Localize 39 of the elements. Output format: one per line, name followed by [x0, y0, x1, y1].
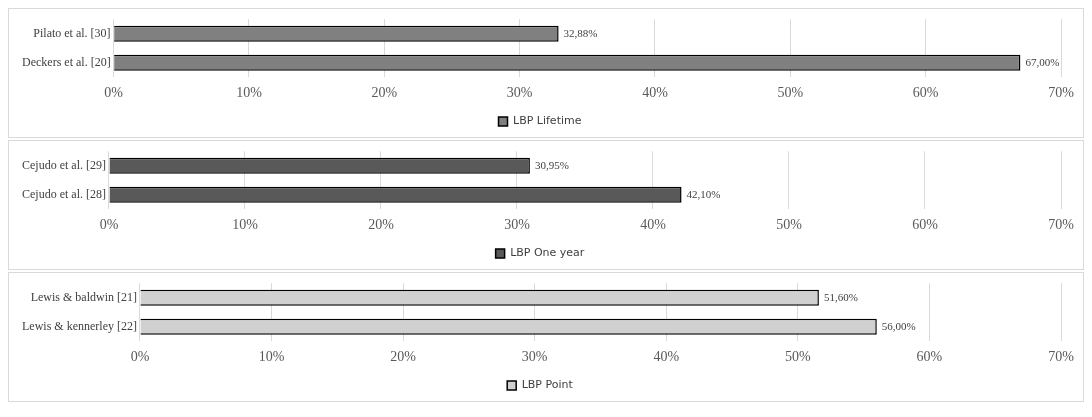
- legend-label: LBP Lifetime: [513, 114, 582, 128]
- data-label: 30,95%: [534, 158, 569, 171]
- x-tick-label: 40%: [640, 217, 667, 233]
- y-tick-label: Lewis & kennerley [22]: [21, 318, 137, 333]
- x-tick-label: 0%: [104, 85, 124, 101]
- x-tick-label: 70%: [1048, 85, 1075, 101]
- data-label: 56,00%: [881, 319, 916, 332]
- x-tick-label: 0%: [130, 349, 150, 365]
- x-tick-label: 0%: [99, 217, 119, 233]
- data-label: 51,60%: [823, 290, 858, 303]
- y-tick-label: Cejudo et al. [29]: [21, 157, 106, 172]
- legend-label: LBP Point: [521, 378, 574, 392]
- x-tick-label: 30%: [504, 217, 531, 233]
- y-tick-label: Deckers et al. [20]: [22, 54, 111, 69]
- x-tick-label: 50%: [777, 85, 804, 101]
- y-tick-label: Cejudo et al. [28]: [21, 186, 106, 201]
- data-label: 42,10%: [686, 187, 721, 200]
- x-tick-label: 40%: [653, 349, 680, 365]
- x-tick-label: 20%: [371, 85, 398, 101]
- data-label: 67,00%: [1025, 55, 1060, 68]
- x-tick-label: 20%: [390, 349, 417, 365]
- legend-label: LBP One year: [510, 246, 585, 260]
- x-tick-label: 40%: [642, 85, 669, 101]
- x-tick-label: 70%: [1048, 217, 1075, 233]
- y-tick-label: Pilato et al. [30]: [33, 25, 111, 40]
- x-tick-label: 60%: [912, 85, 939, 101]
- x-tick-label: 10%: [258, 349, 285, 365]
- x-tick-label: 10%: [232, 217, 259, 233]
- x-tick-label: 60%: [916, 349, 943, 365]
- x-tick-label: 50%: [785, 349, 812, 365]
- y-tick-label: Lewis & baldwin [21]: [30, 289, 137, 304]
- data-label: 32,88%: [563, 26, 598, 39]
- x-tick-label: 20%: [368, 217, 395, 233]
- x-tick-label: 50%: [776, 217, 803, 233]
- x-tick-label: 70%: [1048, 349, 1075, 365]
- x-tick-label: 10%: [236, 85, 263, 101]
- x-tick-label: 30%: [506, 85, 533, 101]
- x-tick-label: 30%: [521, 349, 548, 365]
- x-tick-label: 60%: [912, 217, 939, 233]
